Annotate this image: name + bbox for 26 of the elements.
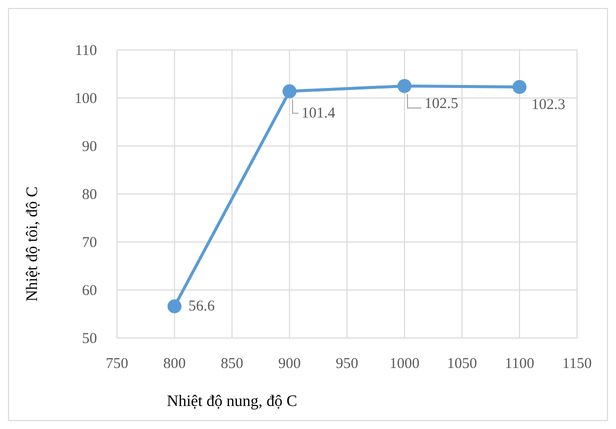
point	[168, 299, 182, 314]
y-tick-label: 100	[74, 91, 97, 107]
y-tick-label: 80	[82, 187, 97, 203]
x-tick-label: 1150	[562, 356, 592, 372]
data-label: 56.6	[188, 298, 216, 314]
x-tick-label: 750	[106, 356, 128, 372]
y-tick-label: 50	[82, 331, 97, 347]
x-tick-label: 950	[336, 356, 358, 372]
x-tick-label: 850	[220, 356, 244, 372]
x-tick-label: 900	[278, 356, 301, 372]
x-tick-label: 1050	[447, 356, 477, 372]
y-tick-label: 110	[75, 43, 97, 59]
point	[282, 84, 296, 98]
x-tick-label: 1000	[390, 356, 420, 372]
y-tick-label: 90	[82, 139, 97, 155]
x-axis-title: Nhiệt độ nung, độ C	[166, 393, 298, 410]
point	[398, 79, 412, 93]
y-tick-label: 60	[82, 283, 97, 299]
y-axis-title: Nhiệt độ tôi, độ C	[24, 186, 41, 302]
y-tick-label: 70	[82, 235, 97, 251]
data-label: 102.5	[424, 96, 458, 112]
point	[512, 80, 526, 94]
x-tick-label: 1100	[504, 356, 534, 372]
data-label: 102.3	[532, 96, 566, 113]
data-label: 101.4	[302, 105, 336, 122]
x-tick-label: 800	[163, 356, 186, 372]
